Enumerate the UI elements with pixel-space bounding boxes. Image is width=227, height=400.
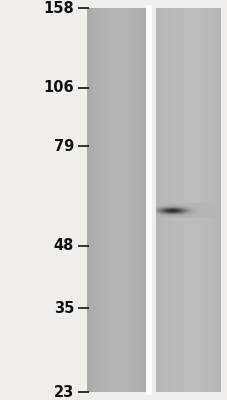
Text: 48: 48 [54,238,74,253]
Text: 35: 35 [54,301,74,316]
Text: 23: 23 [54,385,74,400]
Text: 79: 79 [54,139,74,154]
Text: 158: 158 [43,1,74,16]
Text: 106: 106 [43,80,74,95]
